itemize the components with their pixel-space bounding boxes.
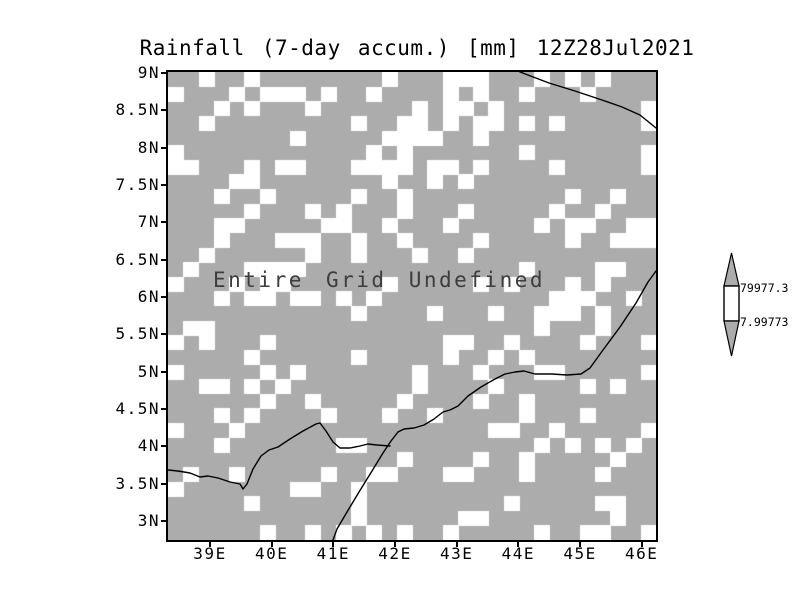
colorbar-arrow <box>723 252 740 357</box>
undefined-grid-speckle-canvas <box>168 72 656 540</box>
y-tick-mark <box>161 445 168 448</box>
x-tick-label: 41E <box>316 544 351 563</box>
x-tick-label: 39E <box>193 544 227 563</box>
y-tick-label: 6.5N <box>115 249 160 269</box>
x-tick-label: 45E <box>563 544 597 563</box>
x-tick-label: 42E <box>378 544 412 563</box>
y-tick-label: 4N <box>137 436 160 456</box>
x-tick-label: 44E <box>501 544 536 563</box>
y-tick-mark <box>161 221 168 224</box>
y-tick-mark <box>161 183 168 186</box>
x-tick-mark <box>640 540 643 547</box>
gulf-of-aden-coast <box>519 72 656 129</box>
indian-ocean-coast <box>397 270 656 433</box>
y-tick-mark <box>161 370 168 373</box>
y-tick-label: 5.5N <box>115 324 160 344</box>
x-tick-label: 40E <box>254 544 289 563</box>
y-tick-label: 3.5N <box>115 473 160 493</box>
colorbar-max-label: 79977.3 <box>740 281 789 295</box>
x-tick-label: 46E <box>624 544 659 563</box>
x-tick-mark <box>270 540 273 547</box>
y-tick-label: 4.5N <box>115 398 160 418</box>
y-tick-mark <box>161 72 168 74</box>
x-tick-mark <box>517 540 520 547</box>
colorbar-legend: 79977.3 7.99773 <box>722 252 792 360</box>
y-tick-label: 5N <box>137 361 160 381</box>
plot-area: Entire Grid Undefined <box>166 70 658 542</box>
y-tick-mark <box>161 295 168 298</box>
y-tick-mark <box>161 482 168 485</box>
y-tick-label: 3N <box>137 510 160 530</box>
colorbar-min-label: 7.99773 <box>740 315 789 329</box>
y-tick-mark <box>161 146 168 149</box>
chart-title: Rainfall (7-day accum.) [mm] 12Z28Jul202… <box>139 36 695 60</box>
y-tick-mark <box>161 407 168 410</box>
x-tick-mark <box>455 540 458 547</box>
y-tick-mark <box>161 333 168 336</box>
x-tick-mark <box>394 540 396 547</box>
y-tick-label: 7N <box>137 212 160 232</box>
x-tick-mark <box>209 540 211 547</box>
y-tick-label: 8.5N <box>115 100 160 120</box>
border-line-west <box>168 422 391 490</box>
y-tick-mark <box>161 109 168 112</box>
y-tick-label: 7.5N <box>115 174 160 194</box>
x-tick-mark <box>332 540 335 547</box>
y-tick-mark <box>161 519 168 522</box>
border-line-south <box>332 431 399 540</box>
x-tick-mark <box>579 540 582 547</box>
y-tick-label: 6N <box>137 286 160 306</box>
undefined-grid-annotation: Entire Grid Undefined <box>213 268 546 292</box>
y-tick-label: 8N <box>137 137 160 157</box>
x-tick-label: 43E <box>439 544 474 563</box>
y-tick-mark <box>161 258 168 261</box>
coastline-overlay <box>168 72 656 540</box>
y-tick-label: 9N <box>137 63 160 82</box>
